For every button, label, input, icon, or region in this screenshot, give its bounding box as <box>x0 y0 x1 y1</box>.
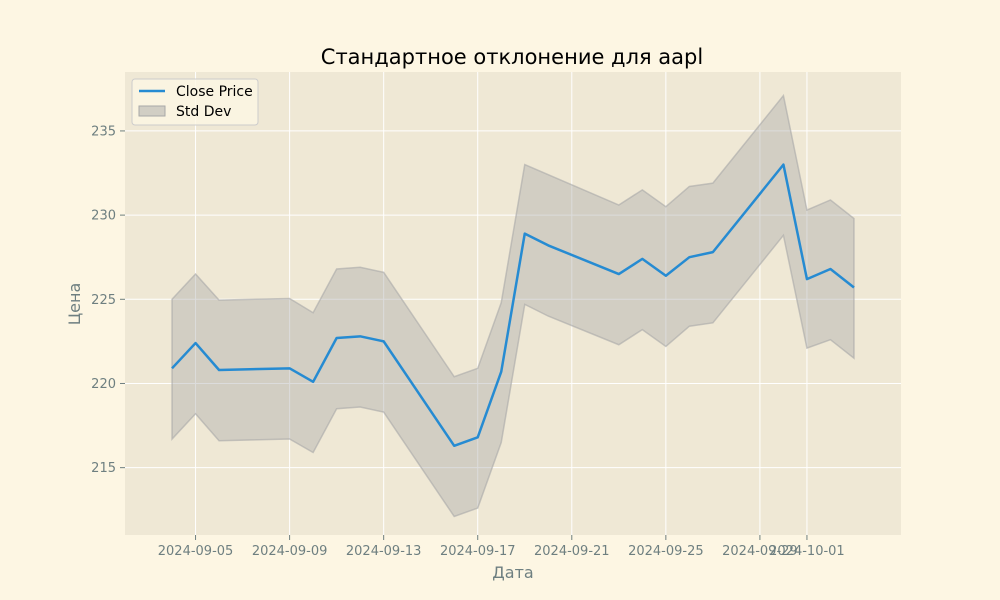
y-tick-label: 235 <box>91 124 116 139</box>
y-tick-label: 215 <box>91 461 116 476</box>
y-tick-label: 220 <box>91 377 116 392</box>
x-tick-label: 2024-09-21 <box>534 544 610 559</box>
x-tick-label: 2024-09-17 <box>440 544 516 559</box>
x-tick-label: 2024-09-25 <box>628 544 704 559</box>
close-price-line <box>171 163 855 448</box>
y-axis-ticks: 215 220 225 230 235 <box>91 124 125 476</box>
legend-label-std-dev: Std Dev <box>176 104 231 120</box>
x-axis-ticks: 2024-09-05 2024-09-09 2024-09-13 2024-09-17… <box>158 535 845 559</box>
y-tick-label: 230 <box>91 209 116 224</box>
x-tick-label: 2024-09-05 <box>158 544 234 559</box>
legend-swatch-std-dev <box>138 105 166 117</box>
chart-title: Стандартное отклонение для aapl <box>321 45 703 69</box>
x-tick-label: 2024-10-01 <box>769 544 845 559</box>
legend-label-close-price: Close Price <box>176 84 253 100</box>
legend: Close Price Std Dev <box>131 78 259 126</box>
x-axis-label: Дата <box>492 563 533 582</box>
x-tick-label: 2024-09-13 <box>346 544 422 559</box>
close-price-line-layer <box>171 163 855 448</box>
y-tick-label: 225 <box>91 293 116 308</box>
y-axis-label: Цена <box>65 283 84 326</box>
x-tick-label: 2024-09-29 <box>722 544 798 559</box>
x-tick-label: 2024-09-09 <box>252 544 328 559</box>
